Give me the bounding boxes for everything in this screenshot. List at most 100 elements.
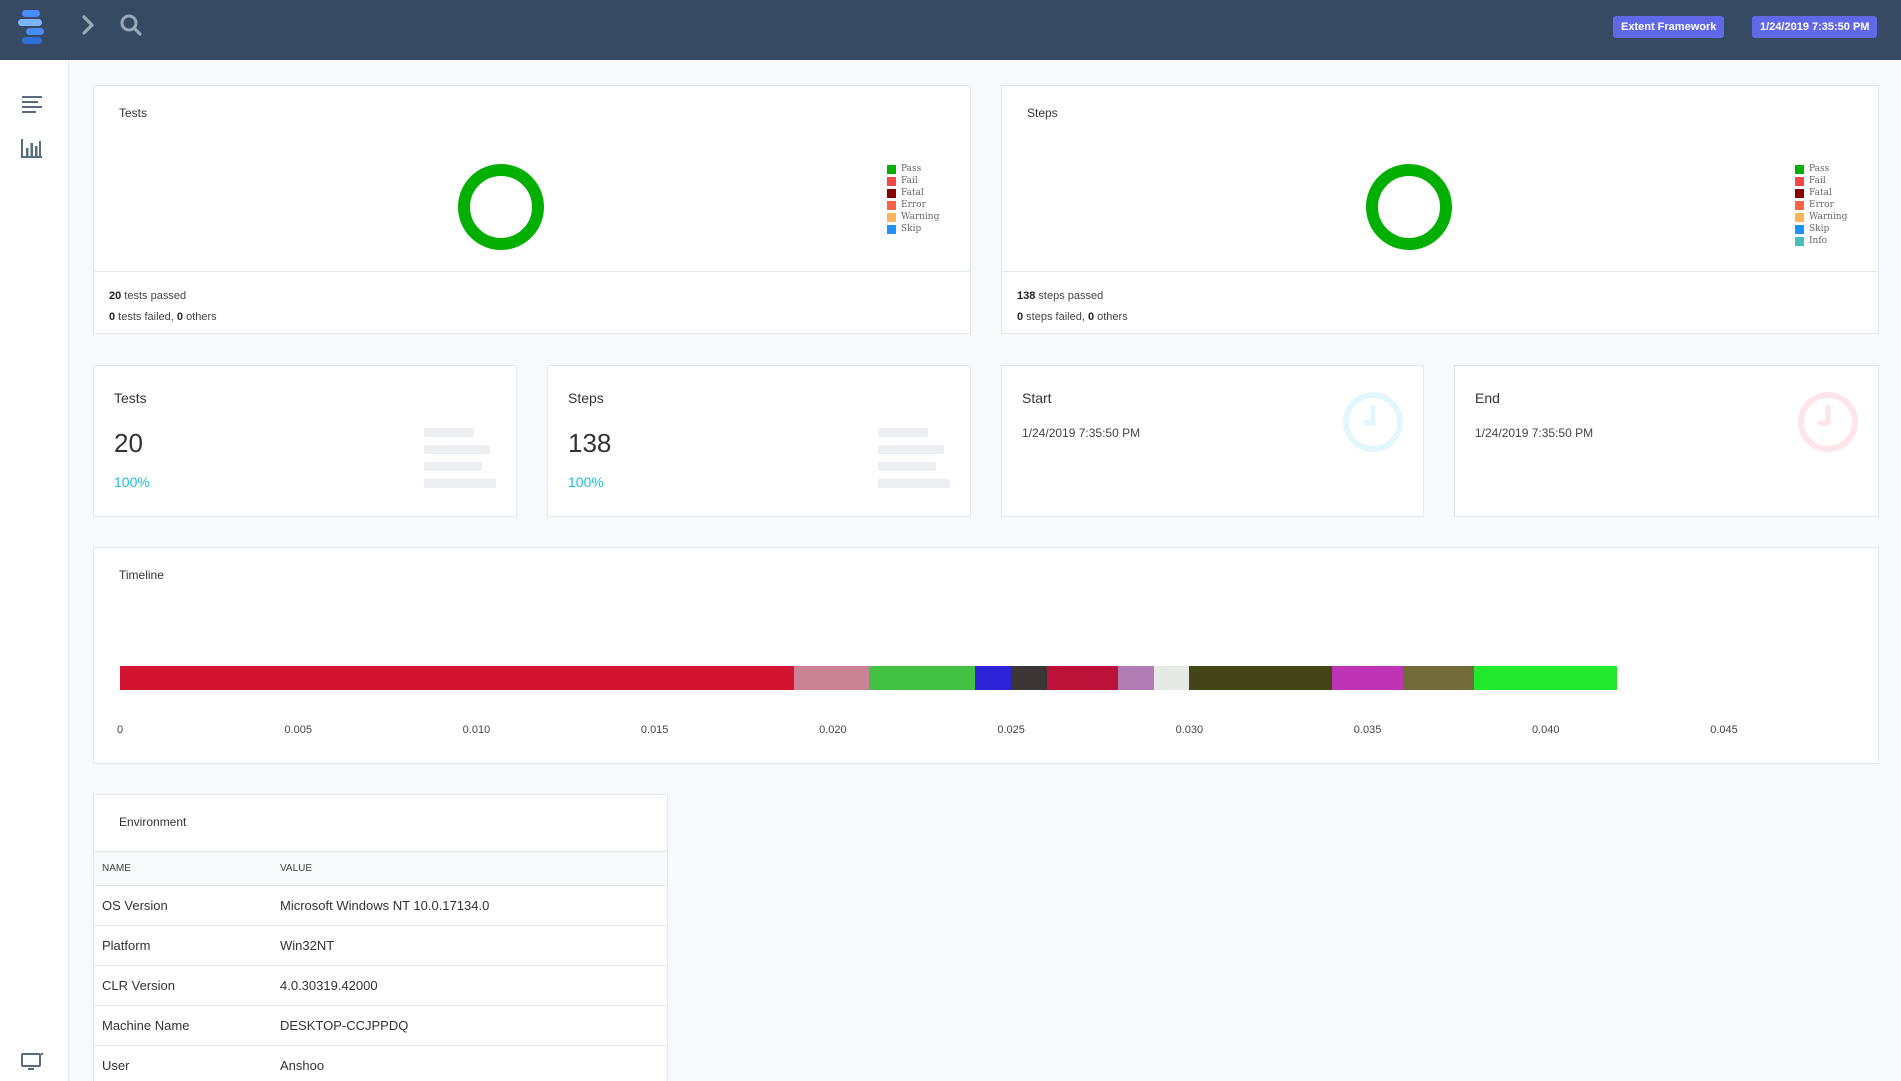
bar-chart-icon[interactable] bbox=[20, 136, 44, 160]
tests-others-text: others bbox=[183, 311, 217, 323]
timeline-segment[interactable] bbox=[120, 666, 794, 690]
timeline-tick-label: 0.010 bbox=[462, 724, 491, 736]
steps-stat-label: Steps bbox=[568, 390, 604, 406]
steps-legend-swatch bbox=[1795, 176, 1804, 186]
logo-icon[interactable] bbox=[18, 10, 50, 46]
tests-donut-chart bbox=[458, 164, 544, 250]
steps-legend-item[interactable]: Error bbox=[1795, 199, 1847, 211]
steps-passed-line: 138 steps passed bbox=[1017, 286, 1863, 307]
tests-passed-text: tests passed bbox=[121, 290, 187, 302]
timeline-segment[interactable] bbox=[1046, 666, 1119, 690]
table-row: OS Version Microsoft Windows NT 10.0.1713… bbox=[94, 885, 667, 926]
steps-legend-label: Fatal bbox=[1809, 188, 1832, 198]
table-row: Platform Win32NT bbox=[94, 925, 667, 966]
steps-legend-item[interactable]: Pass bbox=[1795, 163, 1847, 175]
timeline-segment[interactable] bbox=[1403, 666, 1475, 690]
steps-legend-swatch bbox=[1795, 236, 1804, 246]
end-stat-value: 1/24/2019 7:35:50 PM bbox=[1475, 426, 1594, 440]
end-stat-card: End 1/24/2019 7:35:50 PM bbox=[1454, 365, 1879, 517]
clock-icon bbox=[1343, 392, 1403, 452]
tests-legend-item[interactable]: Fail bbox=[887, 175, 939, 187]
list-placeholder-icon bbox=[878, 428, 950, 496]
steps-legend: Pass Fail Fatal Error Warning Skip Info bbox=[1795, 163, 1847, 247]
timeline-tick-label: 0.005 bbox=[284, 724, 312, 736]
tests-legend-swatch bbox=[887, 224, 896, 234]
clock-icon bbox=[1798, 392, 1858, 452]
start-stat-card: Start 1/24/2019 7:35:50 PM bbox=[1001, 365, 1424, 517]
tests-legend: Pass Fail Fatal Error Warning Skip bbox=[887, 163, 939, 235]
timeline-segment[interactable] bbox=[1189, 666, 1332, 690]
tests-legend-swatch bbox=[887, 212, 896, 222]
steps-legend-label: Info bbox=[1809, 236, 1828, 246]
tests-legend-label: Fatal bbox=[901, 188, 924, 198]
env-name-cell: Machine Name bbox=[94, 1005, 272, 1046]
env-name-cell: User bbox=[94, 1045, 272, 1081]
steps-legend-item[interactable]: Fail bbox=[1795, 175, 1847, 187]
steps-stat-card: Steps 138 100% bbox=[547, 365, 971, 517]
tests-legend-item[interactable]: Warning bbox=[887, 211, 939, 223]
steps-stat-value: 138 bbox=[568, 428, 612, 458]
env-value-cell: Anshoo bbox=[272, 1045, 667, 1081]
timeline-title: Timeline bbox=[119, 568, 164, 582]
tests-legend-item[interactable]: Fatal bbox=[887, 187, 939, 199]
timeline-segment[interactable] bbox=[793, 666, 869, 690]
timeline-segment[interactable] bbox=[1331, 666, 1404, 690]
steps-failed-count: 0 bbox=[1017, 311, 1024, 323]
start-stat-value: 1/24/2019 7:35:50 PM bbox=[1022, 426, 1141, 440]
tests-legend-item[interactable]: Error bbox=[887, 199, 939, 211]
tests-passed-line: 20 tests passed bbox=[109, 286, 955, 307]
tests-chart-title: Tests bbox=[119, 106, 148, 120]
env-name-cell: Platform bbox=[94, 925, 272, 966]
tests-donut-slice-pass bbox=[458, 164, 544, 250]
timeline-tick-label: 0.025 bbox=[997, 724, 1025, 736]
env-value-cell: Microsoft Windows NT 10.0.17134.0 bbox=[272, 885, 667, 926]
tests-legend-label: Fail bbox=[901, 176, 918, 186]
list-placeholder-icon bbox=[424, 428, 496, 496]
steps-legend-swatch bbox=[1795, 200, 1804, 210]
timeline-segment[interactable] bbox=[868, 666, 976, 690]
tests-legend-item[interactable]: Pass bbox=[887, 163, 939, 175]
tests-legend-item[interactable]: Skip bbox=[887, 223, 939, 235]
timeline-tick-label: 0.040 bbox=[1532, 724, 1560, 736]
datetime-badge: 1/24/2019 7:35:50 PM bbox=[1752, 16, 1878, 38]
table-row: Machine Name DESKTOP-CCJPPDQ bbox=[94, 1005, 667, 1046]
column-header-value: Value bbox=[272, 851, 667, 886]
steps-legend-item[interactable]: Info bbox=[1795, 235, 1847, 247]
sidebar bbox=[0, 60, 69, 1081]
tests-passed-count: 20 bbox=[109, 290, 122, 302]
timeline-segment[interactable] bbox=[1153, 666, 1190, 690]
timeline-tick-label: 0.020 bbox=[819, 724, 847, 736]
monitor-icon[interactable] bbox=[20, 1050, 44, 1074]
search-icon[interactable] bbox=[118, 12, 144, 38]
tests-failed-text: tests failed, bbox=[115, 311, 177, 323]
steps-passed-count: 138 bbox=[1017, 290, 1036, 302]
environment-card: Environment Name Value OS Version Microso… bbox=[93, 794, 668, 1081]
end-stat-label: End bbox=[1475, 390, 1500, 406]
steps-legend-item[interactable]: Warning bbox=[1795, 211, 1847, 223]
timeline-segment[interactable] bbox=[1118, 666, 1154, 690]
tests-legend-swatch bbox=[887, 164, 896, 174]
tests-legend-swatch bbox=[887, 188, 896, 198]
tests-others-count: 0 bbox=[176, 311, 184, 323]
steps-legend-swatch bbox=[1795, 224, 1804, 234]
environment-table: Name Value OS Version Microsoft Windows N… bbox=[94, 851, 667, 1081]
timeline-segment[interactable] bbox=[1011, 666, 1047, 690]
environment-title: Environment bbox=[119, 815, 187, 829]
tests-chart-card: Tests Pass Fail Fatal Error Warning Skip 20 t… bbox=[93, 85, 971, 334]
chevron-right-icon[interactable] bbox=[76, 12, 102, 38]
steps-legend-item[interactable]: Skip bbox=[1795, 223, 1847, 235]
timeline-tick-label: 0.045 bbox=[1710, 724, 1738, 736]
timeline-tick-label: 0.035 bbox=[1353, 724, 1382, 736]
table-row: User Anshoo bbox=[94, 1045, 667, 1081]
steps-legend-label: Fail bbox=[1809, 176, 1826, 186]
steps-legend-label: Pass bbox=[1809, 164, 1830, 174]
env-name-cell: OS Version bbox=[94, 885, 272, 926]
timeline-tick-label: 0.015 bbox=[640, 724, 669, 736]
timeline-segment[interactable] bbox=[975, 666, 1012, 690]
steps-donut-chart bbox=[1366, 164, 1452, 250]
timeline-segment[interactable] bbox=[1474, 666, 1618, 690]
env-value-cell: DESKTOP-CCJPPDQ bbox=[272, 1005, 667, 1046]
steps-legend-label: Error bbox=[1809, 200, 1834, 210]
dashboard-list-icon[interactable] bbox=[20, 92, 44, 116]
steps-legend-item[interactable]: Fatal bbox=[1795, 187, 1847, 199]
